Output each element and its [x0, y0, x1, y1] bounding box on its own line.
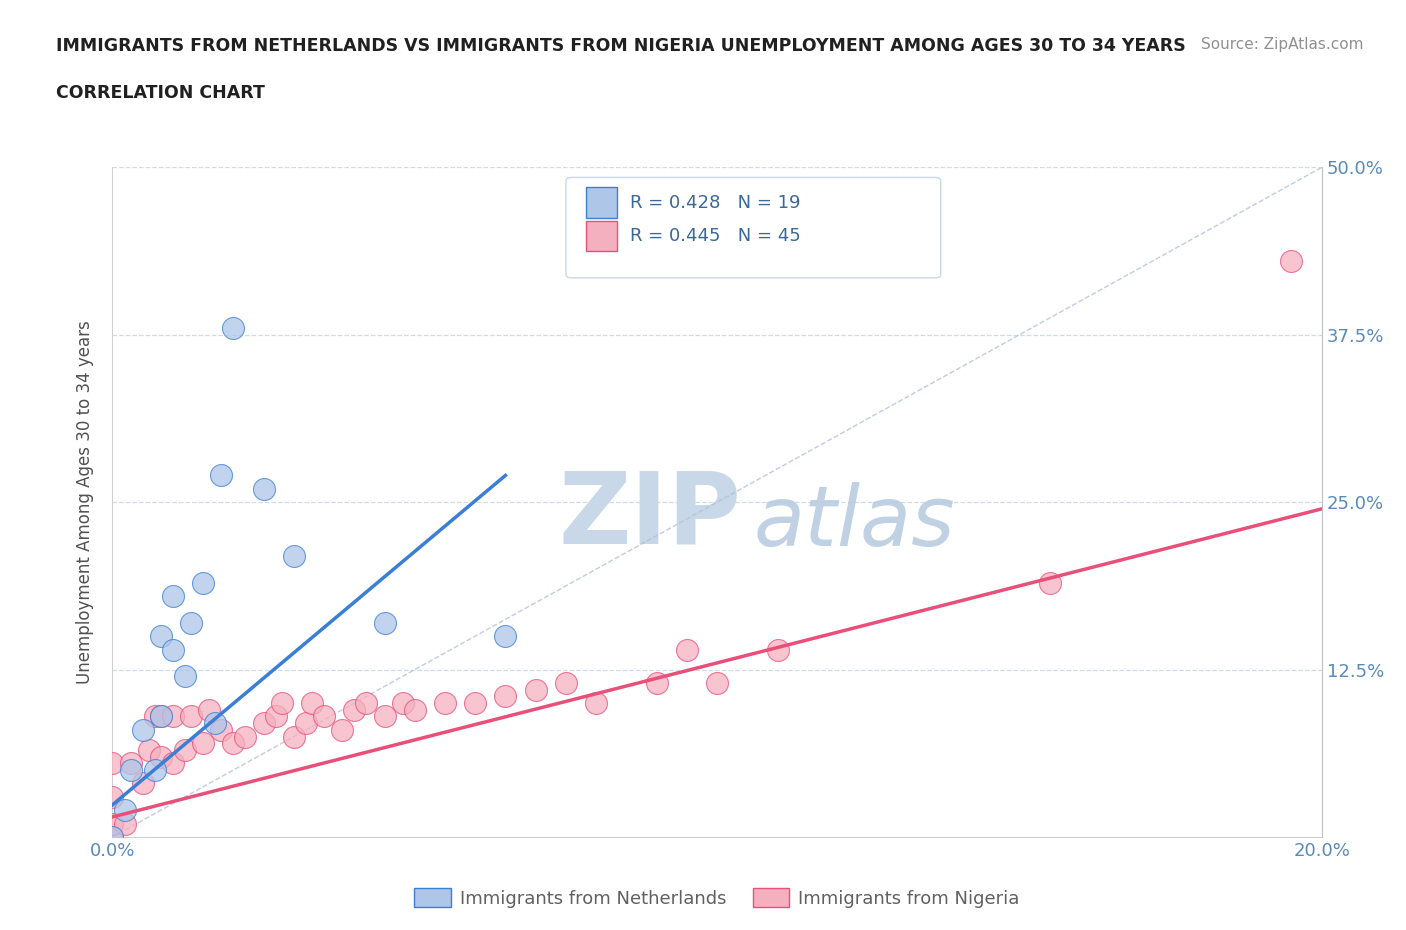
Point [101, 817, 124, 831]
Point [283, 549, 305, 564]
Point [645, 675, 668, 690]
Legend: Immigrants from Netherlands, Immigrants from Nigeria: Immigrants from Netherlands, Immigrants … [408, 882, 1026, 915]
Point [114, 817, 136, 831]
Point [132, 776, 155, 790]
Point [180, 616, 202, 631]
Point [270, 696, 292, 711]
Text: IMMIGRANTS FROM NETHERLANDS VS IMMIGRANTS FROM NIGERIA UNEMPLOYMENT AMONG AGES 3: IMMIGRANTS FROM NETHERLANDS VS IMMIGRANT… [56, 37, 1187, 55]
Point [101, 790, 124, 804]
Point [120, 756, 142, 771]
Point [314, 709, 336, 724]
Text: ZIP: ZIP [558, 467, 741, 565]
Text: Source: ZipAtlas.com: Source: ZipAtlas.com [1201, 37, 1364, 52]
Point [343, 702, 366, 717]
Point [162, 756, 184, 771]
Point [391, 696, 413, 711]
Point [253, 482, 276, 497]
Point [464, 696, 486, 711]
Point [524, 683, 547, 698]
Point [222, 321, 245, 336]
Point [149, 709, 172, 724]
Text: R = 0.445   N = 45: R = 0.445 N = 45 [630, 227, 801, 246]
Point [149, 750, 172, 764]
Point [554, 675, 576, 690]
Point [495, 629, 517, 644]
Text: atlas: atlas [754, 482, 955, 563]
Point [198, 702, 221, 717]
Point [264, 709, 287, 724]
Point [330, 723, 353, 737]
Point [209, 723, 232, 737]
Point [132, 723, 155, 737]
Point [149, 709, 172, 724]
Bar [586, 221, 617, 251]
Point [191, 736, 214, 751]
Point [204, 716, 226, 731]
Point [101, 756, 124, 771]
Point [433, 696, 456, 711]
Point [283, 729, 305, 744]
Point [374, 616, 396, 631]
Point [222, 736, 245, 751]
Point [374, 709, 396, 724]
Bar [586, 188, 617, 218]
Point [162, 709, 184, 724]
Point [585, 696, 607, 711]
Point [706, 675, 728, 690]
Point [295, 716, 318, 731]
Point [1279, 254, 1302, 269]
Point [143, 763, 166, 777]
Text: R = 0.428   N = 19: R = 0.428 N = 19 [630, 193, 800, 212]
Point [404, 702, 426, 717]
Point [149, 629, 172, 644]
Point [191, 575, 214, 590]
Point [162, 642, 184, 657]
Point [495, 689, 517, 704]
Point [1038, 575, 1062, 590]
Point [180, 709, 202, 724]
Point [766, 642, 789, 657]
Point [174, 742, 197, 757]
Point [114, 803, 136, 817]
Text: CORRELATION CHART: CORRELATION CHART [56, 84, 266, 101]
Point [209, 468, 232, 483]
FancyBboxPatch shape [565, 178, 941, 278]
Point [143, 709, 166, 724]
Point [138, 742, 160, 757]
Point [253, 716, 276, 731]
Point [235, 729, 257, 744]
Point [120, 763, 142, 777]
Point [162, 589, 184, 604]
Point [301, 696, 323, 711]
Point [356, 696, 378, 711]
Point [101, 830, 124, 844]
Y-axis label: Unemployment Among Ages 30 to 34 years: Unemployment Among Ages 30 to 34 years [76, 320, 94, 684]
Point [101, 830, 124, 844]
Point [675, 642, 697, 657]
Point [174, 669, 197, 684]
